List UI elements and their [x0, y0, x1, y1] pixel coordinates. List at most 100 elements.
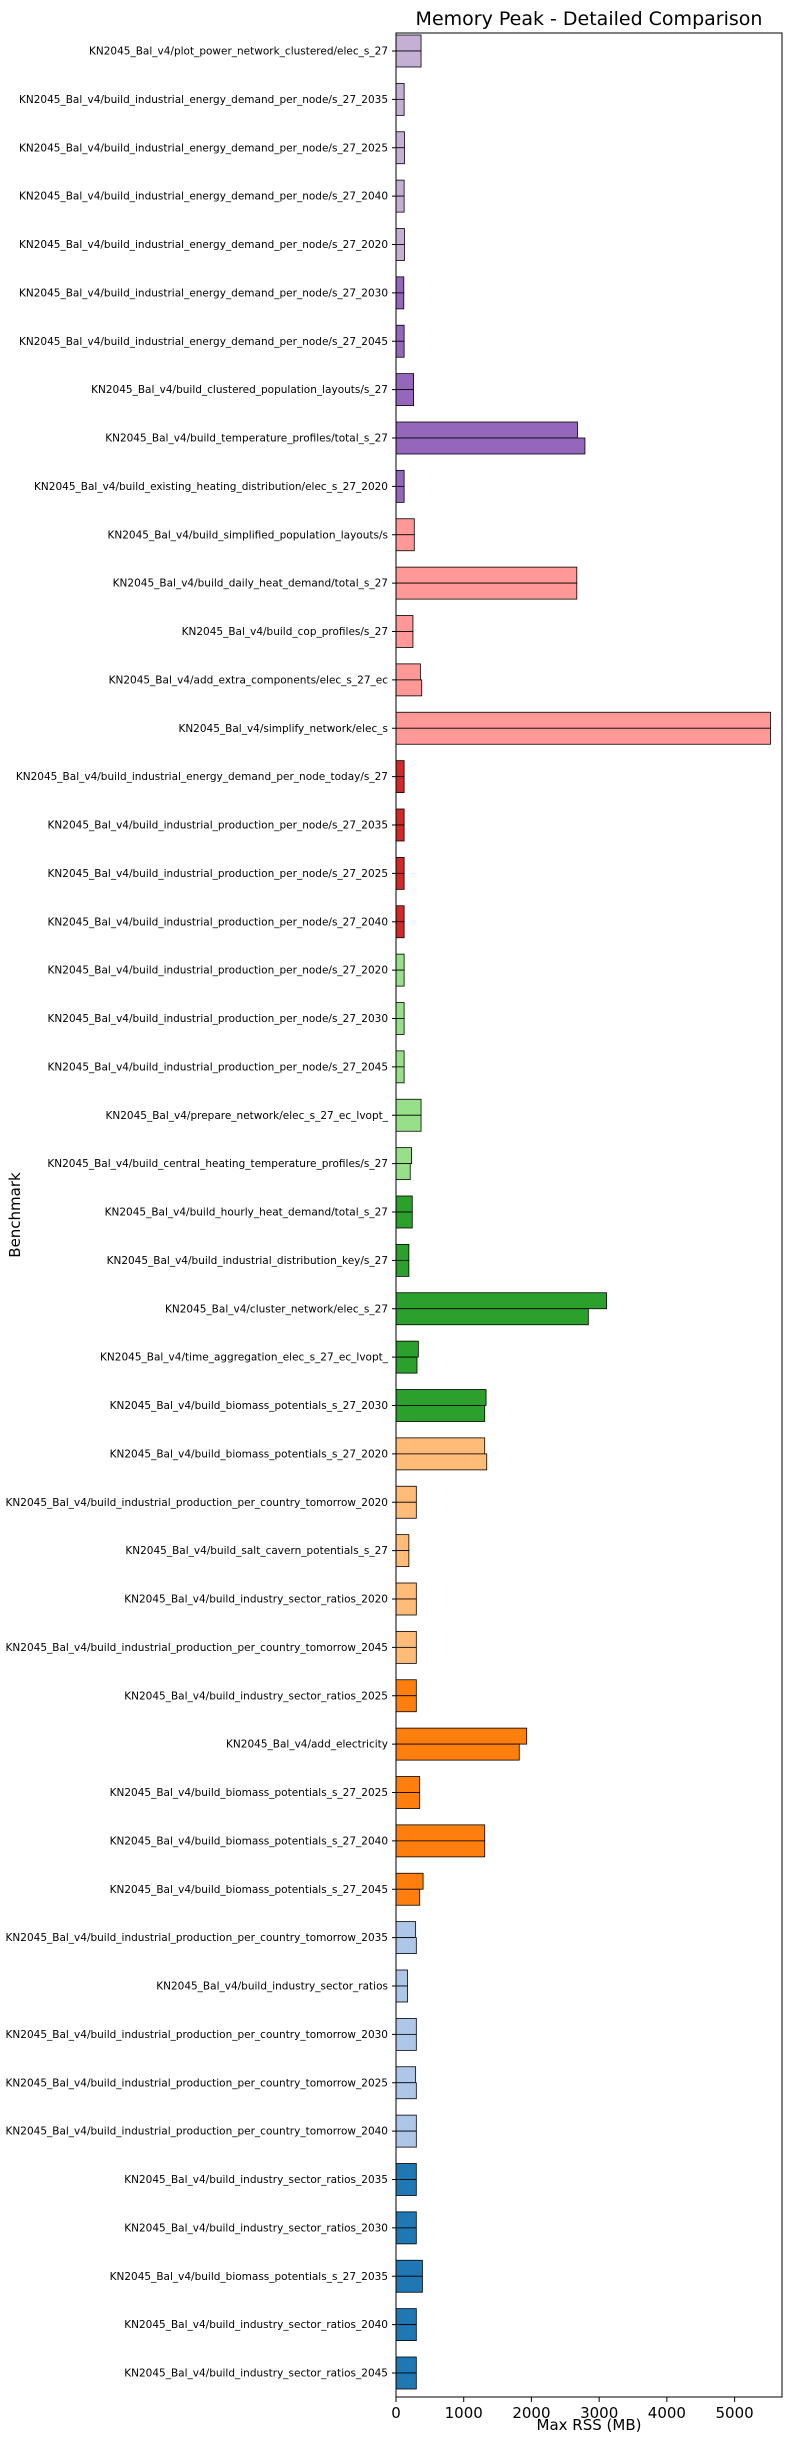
y-tick-label: KN2045_Bal_v4/build_industry_sector_rati… [124, 1594, 388, 1606]
y-tick-label: KN2045_Bal_v4/build_industrial_energy_de… [19, 336, 388, 348]
bar-12-run-1 [395, 566, 578, 584]
y-tick-label: KN2045_Bal_v4/build_biomass_potentials_s… [110, 2271, 388, 2283]
bar-47-run-2 [395, 2275, 423, 2293]
bar-23-run-1 [395, 1098, 422, 1116]
bar-13-run-1 [395, 615, 414, 632]
bar-40-run-2 [395, 1937, 417, 1955]
y-tick-label: KN2045_Bal_v4/build_cop_profiles/s_27 [182, 626, 388, 638]
bar-10-run-2 [395, 485, 405, 503]
bar-7-run-1 [395, 324, 405, 342]
bar-21-run-2 [395, 1018, 405, 1035]
bar-31-run-2 [395, 1501, 417, 1519]
bar-7-run-2 [395, 340, 405, 358]
bar-48-run-2 [395, 2324, 417, 2342]
y-tick-label: KN2045_Bal_v4/build_industrial_productio… [48, 916, 388, 928]
bar-3-run-1 [395, 131, 405, 149]
bar-1-run-1 [395, 34, 422, 52]
bar-9-run-1 [395, 421, 578, 439]
y-tick-label: KN2045_Bal_v4/build_industrial_energy_de… [16, 771, 388, 783]
y-tick-label: KN2045_Bal_v4/build_simplified_populatio… [108, 529, 389, 541]
bar-45-run-1 [395, 2163, 417, 2180]
bar-35-run-1 [395, 1679, 417, 1697]
bar-49-run-2 [395, 2372, 417, 2390]
y-tick-label: KN2045_Bal_v4/build_biomass_potentials_s… [110, 1448, 388, 1460]
y-tick-labels: KN2045_Bal_v4/plot_power_network_cluster… [6, 46, 396, 2380]
bar-29-run-1 [395, 1389, 487, 1406]
bar-12-run-2 [395, 582, 578, 600]
x-tick-label: 4000 [648, 2404, 686, 2422]
y-tick-label: KN2045_Bal_v4/build_industry_sector_rati… [124, 1690, 388, 1702]
y-tick-label: KN2045_Bal_v4/build_industrial_productio… [6, 2126, 388, 2138]
bar-30-run-1 [395, 1437, 486, 1455]
bar-41-run-2 [395, 1985, 408, 2003]
y-tick-label: KN2045_Bal_v4/build_industrial_productio… [48, 868, 388, 880]
y-tick-label: KN2045_Bal_v4/build_hourly_heat_demand/t… [105, 1207, 388, 1219]
y-tick-label: KN2045_Bal_v4/build_industrial_productio… [48, 1061, 388, 1073]
bar-40-run-1 [395, 1921, 417, 1939]
y-tick-label: KN2045_Bal_v4/build_industrial_productio… [6, 1642, 388, 1654]
bar-43-run-1 [395, 2066, 417, 2084]
bar-36-run-1 [395, 1727, 528, 1745]
bar-39-run-1 [395, 1872, 424, 1890]
bar-8-run-1 [395, 373, 415, 391]
y-tick-label: KN2045_Bal_v4/build_industrial_productio… [6, 1932, 388, 1944]
y-tick-label: KN2045_Bal_v4/build_industry_sector_rati… [124, 2319, 388, 2331]
y-tick-label: KN2045_Bal_v4/build_clustered_population… [91, 384, 388, 396]
y-tick-label: KN2045_Bal_v4/build_industrial_productio… [48, 965, 388, 977]
y-tick-label: KN2045_Bal_v4/build_biomass_potentials_s… [110, 1787, 388, 1799]
y-tick-label: KN2045_Bal_v4/build_industrial_distribut… [107, 1255, 388, 1267]
chart-title: Memory Peak - Detailed Comparison [416, 8, 763, 30]
x-tick-labels: 0 1000 2000 3000 4000 5000 [391, 2397, 754, 2422]
y-axis-label: Benchmark [6, 1172, 24, 1258]
bar-37-run-2 [395, 1792, 421, 1809]
bar-28-run-1 [395, 1340, 419, 1358]
bar-14-run-2 [395, 679, 423, 697]
y-tick-label: KN2045_Bal_v4/build_industry_sector_rati… [124, 2368, 388, 2380]
bar-22-run-1 [395, 1050, 405, 1068]
bar-46-run-2 [395, 2227, 417, 2245]
y-tick-label: KN2045_Bal_v4/prepare_network/elec_s_27_… [106, 1110, 389, 1122]
bar-45-run-2 [395, 2179, 417, 2196]
bar-44-run-1 [395, 2114, 417, 2132]
y-tick-label: KN2045_Bal_v4/build_industrial_energy_de… [19, 287, 388, 299]
bar-16-run-1 [395, 760, 405, 778]
bar-24-run-1 [395, 1147, 412, 1165]
bar-31-run-1 [395, 1485, 417, 1503]
bar-2-run-2 [395, 98, 405, 116]
bar-3-run-2 [395, 147, 405, 165]
bar-39-run-2 [395, 1888, 421, 1906]
y-tick-label: KN2045_Bal_v4/build_daily_heat_demand/to… [113, 578, 388, 590]
y-tick-label: KN2045_Bal_v4/build_industrial_productio… [6, 2029, 388, 2041]
bar-17-run-2 [395, 824, 405, 842]
bar-11-run-2 [395, 534, 415, 552]
y-tick-label: KN2045_Bal_v4/build_industrial_energy_de… [19, 142, 388, 154]
y-tick-label: KN2045_Bal_v4/build_industrial_energy_de… [19, 239, 388, 251]
bar-17-run-1 [395, 808, 405, 826]
x-tick-label: 0 [391, 2404, 401, 2422]
bar-41-run-1 [395, 1969, 408, 1987]
bar-35-run-2 [395, 1695, 417, 1713]
bar-8-run-2 [395, 389, 415, 407]
bar-21-run-1 [395, 1002, 405, 1019]
bar-2-run-1 [395, 82, 405, 100]
bar-20-run-1 [395, 953, 405, 971]
y-tick-label: KN2045_Bal_v4/simplify_network/elec_s [178, 723, 388, 735]
bar-15-run-2 [395, 727, 771, 745]
y-tick-label: KN2045_Bal_v4/build_industry_sector_rati… [124, 2174, 388, 2186]
bar-18-run-1 [395, 856, 405, 874]
y-tick-label: KN2045_Bal_v4/build_industrial_energy_de… [19, 94, 388, 106]
y-tick-label: KN2045_Bal_v4/build_central_heating_temp… [47, 1158, 388, 1170]
y-tick-label: KN2045_Bal_v4/build_industrial_productio… [6, 1497, 388, 1509]
y-tick-label: KN2045_Bal_v4/time_aggregation_elec_s_27… [100, 1352, 389, 1364]
bar-34-run-2 [395, 1646, 417, 1664]
x-tick-label: 2000 [512, 2404, 550, 2422]
bar-28-run-2 [395, 1356, 418, 1374]
x-axis-label: Max RSS (MB) [537, 2416, 642, 2434]
bar-26-run-1 [395, 1243, 410, 1261]
bar-48-run-1 [395, 2308, 417, 2326]
bar-4-run-1 [395, 179, 405, 197]
bar-26-run-2 [395, 1259, 410, 1277]
y-tick-label: KN2045_Bal_v4/plot_power_network_cluster… [89, 46, 388, 58]
y-tick-label: KN2045_Bal_v4/build_biomass_potentials_s… [110, 1400, 388, 1412]
